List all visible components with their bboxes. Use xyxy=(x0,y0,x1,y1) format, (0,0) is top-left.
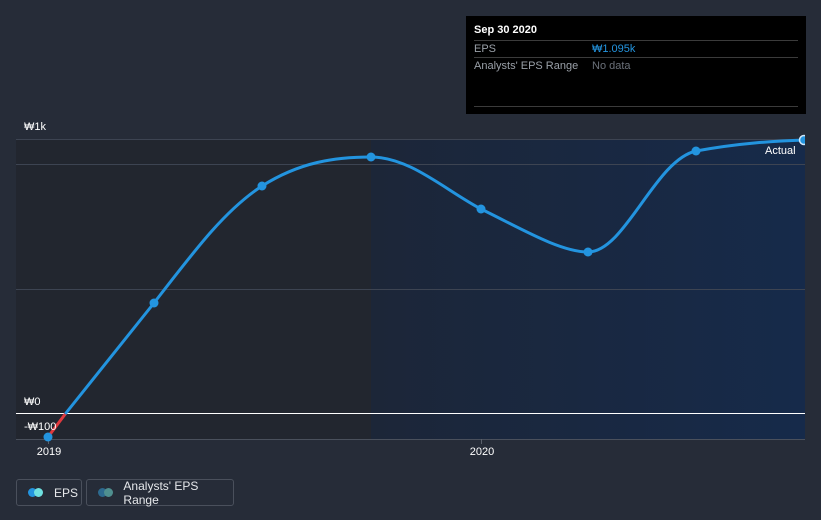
legend-eps-label: EPS xyxy=(54,485,79,500)
y-label-1k: ₩1k xyxy=(24,121,46,133)
legend-analysts-range-button[interactable]: Analysts' EPS Range xyxy=(86,478,234,507)
x-label-2020: 2020 xyxy=(469,446,495,458)
actual-annotation: Actual xyxy=(765,145,796,157)
eps-legend-icon xyxy=(28,488,44,497)
tooltip-range-value: No data xyxy=(592,60,631,72)
tooltip-eps-value: ₩1.095k xyxy=(592,43,636,55)
tooltip-eps-label: EPS xyxy=(474,43,497,55)
y-label-neg100: -₩100 xyxy=(24,421,57,433)
tooltip-row-range: Analysts' EPS Range No data xyxy=(474,57,798,75)
x-label-2019: 2019 xyxy=(36,446,62,458)
legend-eps-button[interactable]: EPS xyxy=(16,479,82,506)
tooltip-range-label: Analysts' EPS Range xyxy=(474,60,579,72)
eps-negative-segment xyxy=(46,412,68,438)
tooltip-date: Sep 30 2020 xyxy=(474,24,537,36)
analysts-range-legend-icon xyxy=(98,488,113,497)
tooltip: Sep 30 2020 EPS ₩1.095k Analysts' EPS Ra… xyxy=(466,16,806,114)
tooltip-row-eps: EPS ₩1.095k xyxy=(474,40,798,58)
y-label-zero: ₩0 xyxy=(24,396,41,408)
legend-analysts-range-label: Analysts' EPS Range xyxy=(123,478,199,507)
tooltip-divider xyxy=(474,106,798,107)
